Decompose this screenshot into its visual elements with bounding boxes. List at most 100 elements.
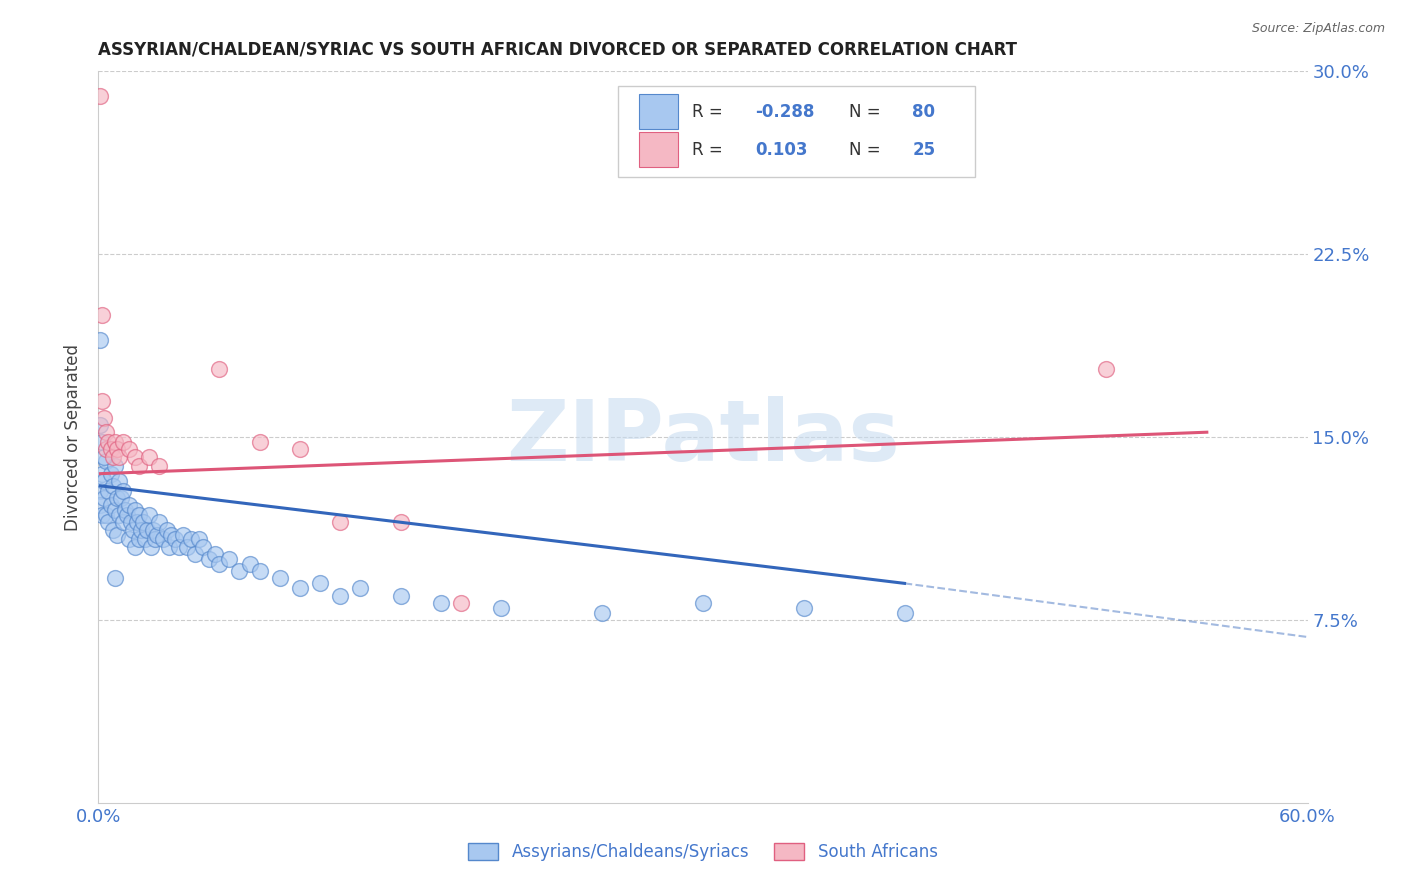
Point <box>228 564 250 578</box>
Bar <box>638 94 678 129</box>
Point <box>97 483 120 498</box>
Point <box>115 508 138 522</box>
Point <box>105 527 128 541</box>
Point <box>184 547 207 561</box>
Point <box>269 572 291 586</box>
Point <box>89 499 111 513</box>
Point <box>97 434 120 449</box>
Point <box>1095 361 1118 376</box>
Text: Source: ZipAtlas.com: Source: ZipAtlas.com <box>1251 22 1385 36</box>
Point <box>105 442 128 457</box>
Point <box>91 434 114 449</box>
FancyBboxPatch shape <box>619 86 976 178</box>
Point <box>118 533 141 547</box>
Point <box>591 606 613 620</box>
Point <box>111 483 134 498</box>
Point <box>125 516 148 530</box>
Point <box>128 459 150 474</box>
Point <box>93 474 115 488</box>
Point <box>120 516 142 530</box>
Point <box>101 523 124 537</box>
Point <box>249 564 271 578</box>
Point <box>107 474 129 488</box>
Point <box>96 454 118 468</box>
Point <box>148 516 170 530</box>
Point <box>107 508 129 522</box>
Point <box>167 540 190 554</box>
Point <box>450 596 472 610</box>
Point <box>114 503 136 517</box>
Point <box>100 467 122 481</box>
Point <box>124 450 146 464</box>
Point <box>111 434 134 449</box>
Point <box>91 308 114 322</box>
Point <box>105 491 128 505</box>
Point <box>329 516 352 530</box>
Point <box>132 516 155 530</box>
Point <box>96 425 118 440</box>
Point <box>389 516 412 530</box>
Text: R =: R = <box>692 103 728 120</box>
Point <box>349 581 371 595</box>
Point <box>124 540 146 554</box>
Point <box>128 508 150 522</box>
Point <box>121 523 143 537</box>
Point <box>329 589 352 603</box>
Point <box>103 434 125 449</box>
Point <box>143 533 166 547</box>
Text: 0.103: 0.103 <box>755 141 807 159</box>
Point <box>249 434 271 449</box>
Point <box>89 483 111 498</box>
Point <box>288 581 311 595</box>
Point <box>103 459 125 474</box>
Point <box>198 552 221 566</box>
Point <box>103 572 125 586</box>
Point <box>288 442 311 457</box>
Point <box>138 508 160 522</box>
Point <box>176 540 198 554</box>
Point <box>110 491 132 505</box>
Text: R =: R = <box>692 141 728 159</box>
Point <box>135 523 157 537</box>
Point <box>118 499 141 513</box>
Point <box>160 527 183 541</box>
Point <box>129 523 152 537</box>
Text: 25: 25 <box>912 141 935 159</box>
Point <box>124 503 146 517</box>
Point <box>893 606 915 620</box>
Point <box>148 459 170 474</box>
Point <box>101 450 124 464</box>
Point <box>91 508 114 522</box>
Point <box>309 576 332 591</box>
Point <box>430 596 453 610</box>
Point <box>128 533 150 547</box>
Point <box>96 442 118 457</box>
Text: ASSYRIAN/CHALDEAN/SYRIAC VS SOUTH AFRICAN DIVORCED OR SEPARATED CORRELATION CHAR: ASSYRIAN/CHALDEAN/SYRIAC VS SOUTH AFRICA… <box>98 41 1018 59</box>
Point <box>157 540 180 554</box>
Point <box>96 508 118 522</box>
Point <box>89 88 111 103</box>
Text: N =: N = <box>849 141 886 159</box>
Point <box>239 557 262 571</box>
Point <box>134 533 156 547</box>
Point <box>172 527 194 541</box>
Y-axis label: Divorced or Separated: Divorced or Separated <box>65 343 83 531</box>
Text: -0.288: -0.288 <box>755 103 814 120</box>
Point <box>91 467 114 481</box>
Point <box>180 533 202 547</box>
Point <box>97 516 120 530</box>
Point <box>793 600 815 615</box>
Point <box>204 547 226 561</box>
Point <box>91 393 114 408</box>
Point <box>101 479 124 493</box>
Point <box>193 540 215 554</box>
Legend: Assyrians/Chaldeans/Syriacs, South Africans: Assyrians/Chaldeans/Syriacs, South Afric… <box>461 836 945 868</box>
Point <box>142 523 165 537</box>
Point <box>146 527 169 541</box>
Point <box>218 552 240 566</box>
Point <box>107 450 129 464</box>
Point <box>100 499 122 513</box>
Text: N =: N = <box>849 103 886 120</box>
Point <box>103 503 125 517</box>
Point <box>152 533 174 547</box>
